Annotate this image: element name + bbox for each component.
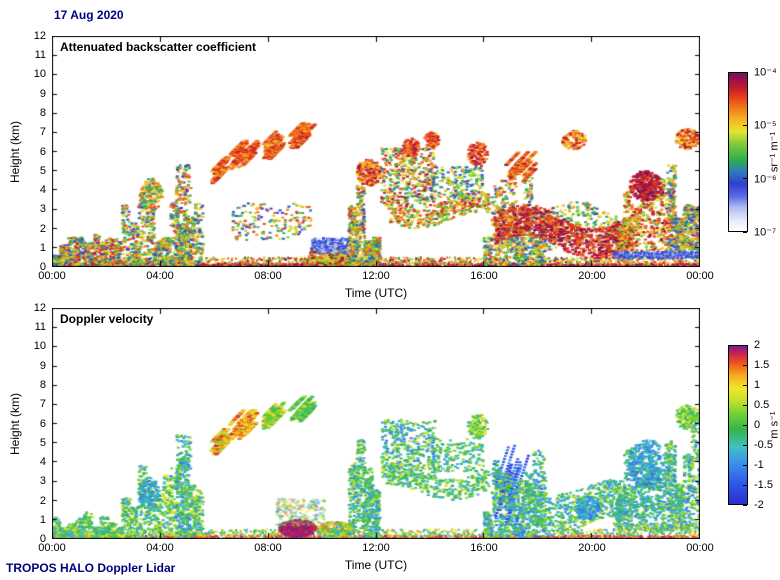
backscatter-x-axis-label: Time (UTC) [344, 286, 408, 300]
colorbar-tick-mark [743, 384, 747, 386]
x-tick-label: 08:00 [254, 542, 282, 554]
colorbar-tick-mark [743, 231, 747, 233]
velocity-y-axis-label: Height (km) [8, 392, 22, 455]
y-tick-label: 8 [39, 106, 46, 119]
colorbar-tick-label: 10⁻⁴ [754, 66, 777, 79]
y-tick-label: 9 [39, 359, 46, 372]
y-tick-label: 4 [39, 183, 46, 196]
velocity-colorbar-unit: m s⁻¹ [768, 411, 780, 439]
x-tick-label: 20:00 [578, 270, 606, 282]
y-tick-label: 0 [39, 261, 46, 273]
y-tick-label: 10 [33, 340, 46, 353]
colorbar-tick-label: 10⁻⁵ [754, 119, 777, 132]
colorbar-tick-mark [743, 178, 747, 180]
y-tick-label: 5 [39, 436, 46, 449]
x-tick-label: 00:00 [686, 270, 714, 282]
x-tick-label: 04:00 [146, 270, 174, 282]
backscatter-x-tick-labels: 00:00 04:00 08:00 12:00 16:00 20:00 00:00 [38, 267, 714, 283]
y-tick-label: 4 [39, 455, 46, 468]
x-tick-label: 12:00 [362, 270, 390, 282]
y-tick-label: 1 [39, 241, 46, 254]
colorbar-tick-label: 1 [754, 379, 761, 391]
backscatter-panel: Attenuated backscatter coefficient 00:00… [8, 30, 714, 300]
colorbar-tick-label: 2 [754, 339, 761, 351]
y-tick-label: 5 [39, 164, 46, 177]
backscatter-heatmap [52, 36, 700, 267]
colorbar-tick-label: 0 [754, 419, 761, 431]
colorbar-tick-mark [743, 344, 747, 346]
backscatter-colorbar-strip [728, 72, 748, 232]
colorbar-tick-label: -0.5 [754, 439, 773, 451]
velocity-x-axis-label: Time (UTC) [344, 558, 408, 572]
backscatter-title: Attenuated backscatter coefficient [60, 40, 257, 54]
y-tick-label: 8 [39, 378, 46, 391]
backscatter-colorbar-labels: 10⁻⁴ 10⁻⁵ 10⁻⁶ 10⁻⁷ [728, 67, 777, 239]
backscatter-y-tick-labels: 0 1 2 3 4 5 6 7 8 9 10 11 12 [18, 30, 52, 273]
colorbar-tick-mark [743, 424, 747, 426]
x-tick-label: 08:00 [254, 270, 282, 282]
colorbar-tick-label: 10⁻⁷ [754, 226, 777, 239]
y-tick-label: 2 [39, 494, 46, 507]
y-tick-label: 7 [39, 398, 46, 411]
y-tick-label: 7 [39, 126, 46, 139]
velocity-colorbar: 2 1.5 1 0.5 0 -0.5 -1 -1.5 -2 m s⁻¹ [728, 339, 780, 511]
colorbar-tick-mark [743, 464, 747, 466]
colorbar-tick-mark [743, 364, 747, 366]
x-tick-label: 20:00 [578, 542, 606, 554]
colorbar-tick-mark [743, 124, 747, 126]
date-label: 17 Aug 2020 [54, 8, 124, 22]
colorbar-tick-label: -2 [754, 499, 764, 511]
x-tick-label: 00:00 [38, 542, 66, 554]
velocity-heatmap [52, 308, 700, 539]
y-tick-label: 3 [39, 203, 46, 216]
y-tick-label: 11 [34, 321, 46, 334]
x-tick-label: 00:00 [686, 542, 714, 554]
y-tick-label: 10 [33, 68, 46, 81]
velocity-colorbar-labels: 2 1.5 1 0.5 0 -0.5 -1 -1.5 -2 [728, 339, 773, 511]
y-tick-label: 2 [39, 222, 46, 235]
velocity-y-tick-labels: 0 1 2 3 4 5 6 7 8 9 10 11 12 [18, 302, 52, 545]
y-tick-label: 3 [39, 475, 46, 488]
y-tick-label: 1 [39, 513, 46, 526]
y-tick-label: 12 [33, 302, 46, 314]
velocity-panel: Doppler velocity 00:00 04:00 08:00 12:00 16:… [8, 302, 714, 572]
colorbar-tick-mark [743, 484, 747, 486]
x-tick-label: 00:00 [38, 270, 66, 282]
colorbar-tick-mark [743, 504, 747, 506]
colorbar-tick-mark [743, 444, 747, 446]
colorbar-tick-label: -1.5 [754, 479, 773, 491]
colorbar-tick-label: -1 [754, 459, 764, 471]
y-tick-label: 6 [39, 417, 46, 430]
y-tick-label: 0 [39, 533, 46, 545]
backscatter-colorbar: 10⁻⁴ 10⁻⁵ 10⁻⁶ 10⁻⁷ sr⁻¹ m⁻¹ [728, 67, 780, 239]
colorbar-tick-mark [743, 71, 747, 73]
colorbar-tick-label: 1.5 [754, 359, 770, 371]
x-tick-label: 16:00 [470, 270, 498, 282]
backscatter-colorbar-unit: sr⁻¹ m⁻¹ [768, 131, 780, 173]
velocity-title: Doppler velocity [60, 312, 154, 326]
y-tick-label: 9 [39, 87, 46, 100]
y-tick-label: 6 [39, 145, 46, 158]
x-tick-label: 04:00 [146, 542, 174, 554]
colorbar-tick-mark [743, 404, 747, 406]
colorbar-tick-label: 10⁻⁶ [754, 173, 777, 186]
x-tick-label: 12:00 [362, 542, 390, 554]
instrument-label: TROPOS HALO Doppler Lidar [6, 561, 176, 575]
colorbar-tick-label: 0.5 [754, 399, 770, 411]
y-tick-label: 11 [34, 49, 46, 62]
y-tick-label: 12 [33, 30, 46, 42]
velocity-x-tick-labels: 00:00 04:00 08:00 12:00 16:00 20:00 00:00 [38, 539, 714, 555]
x-tick-label: 16:00 [470, 542, 498, 554]
backscatter-y-axis-label: Height (km) [8, 120, 22, 183]
